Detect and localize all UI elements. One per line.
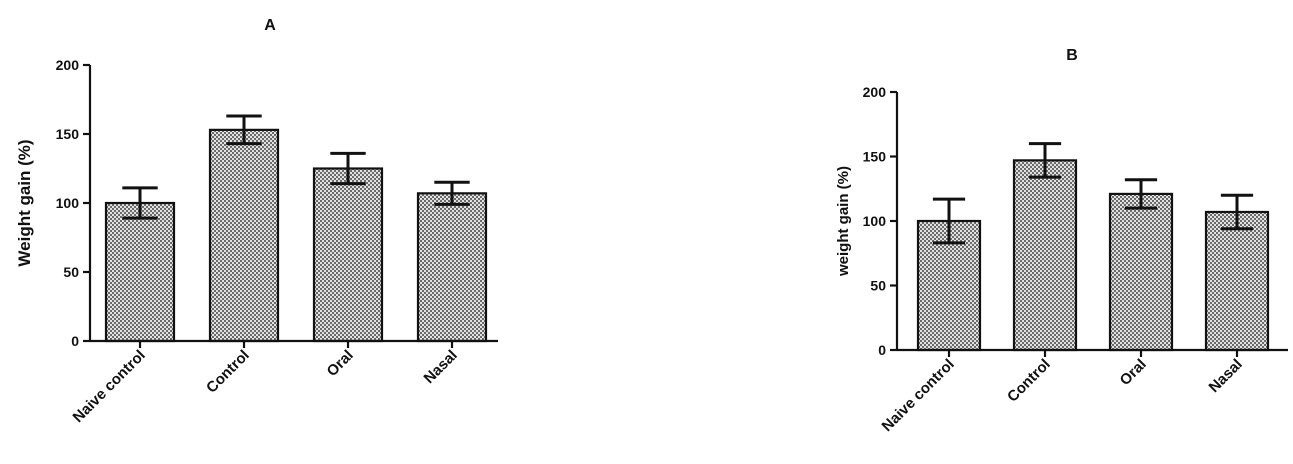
y-tick-label: 100: [56, 195, 80, 211]
x-tick-label: Naive control: [70, 347, 149, 426]
y-tick-label: 200: [56, 57, 80, 73]
bar-naive-control: [104, 201, 176, 343]
bar-oral: [312, 167, 384, 343]
x-tick-label: Oral: [1117, 356, 1150, 389]
chart-title: A: [264, 17, 276, 34]
y-tick-label: 100: [863, 213, 887, 229]
chart-title: B: [1066, 47, 1078, 64]
x-tick-label: Nasal: [421, 347, 461, 387]
x-tick-label: Nasal: [1206, 356, 1246, 396]
bar-nasal: [416, 192, 488, 343]
y-tick-label: 50: [870, 278, 886, 294]
x-tick-label: Naive control: [879, 356, 958, 435]
y-tick-label: 150: [56, 126, 80, 142]
y-tick-label: 50: [63, 264, 79, 280]
y-tick-label: 150: [863, 149, 887, 165]
chart-panel-a: A Weight gain (%) Naive control Control Oral…: [15, 17, 498, 426]
y-tick-label: 0: [878, 342, 886, 358]
bar-control: [1012, 159, 1078, 352]
bar-oral: [1108, 192, 1174, 352]
y-axis-label: weight gain (%): [835, 166, 852, 277]
x-tick-label: Control: [1004, 356, 1054, 406]
x-tick-label: Control: [203, 347, 253, 397]
x-tick-label: Oral: [324, 347, 357, 380]
y-tick-label: 0: [71, 333, 79, 349]
y-axis-label: Weight gain (%): [15, 139, 34, 266]
bar-nasal: [1204, 210, 1270, 352]
bar-control: [208, 128, 280, 343]
y-tick-label: 200: [863, 84, 887, 100]
